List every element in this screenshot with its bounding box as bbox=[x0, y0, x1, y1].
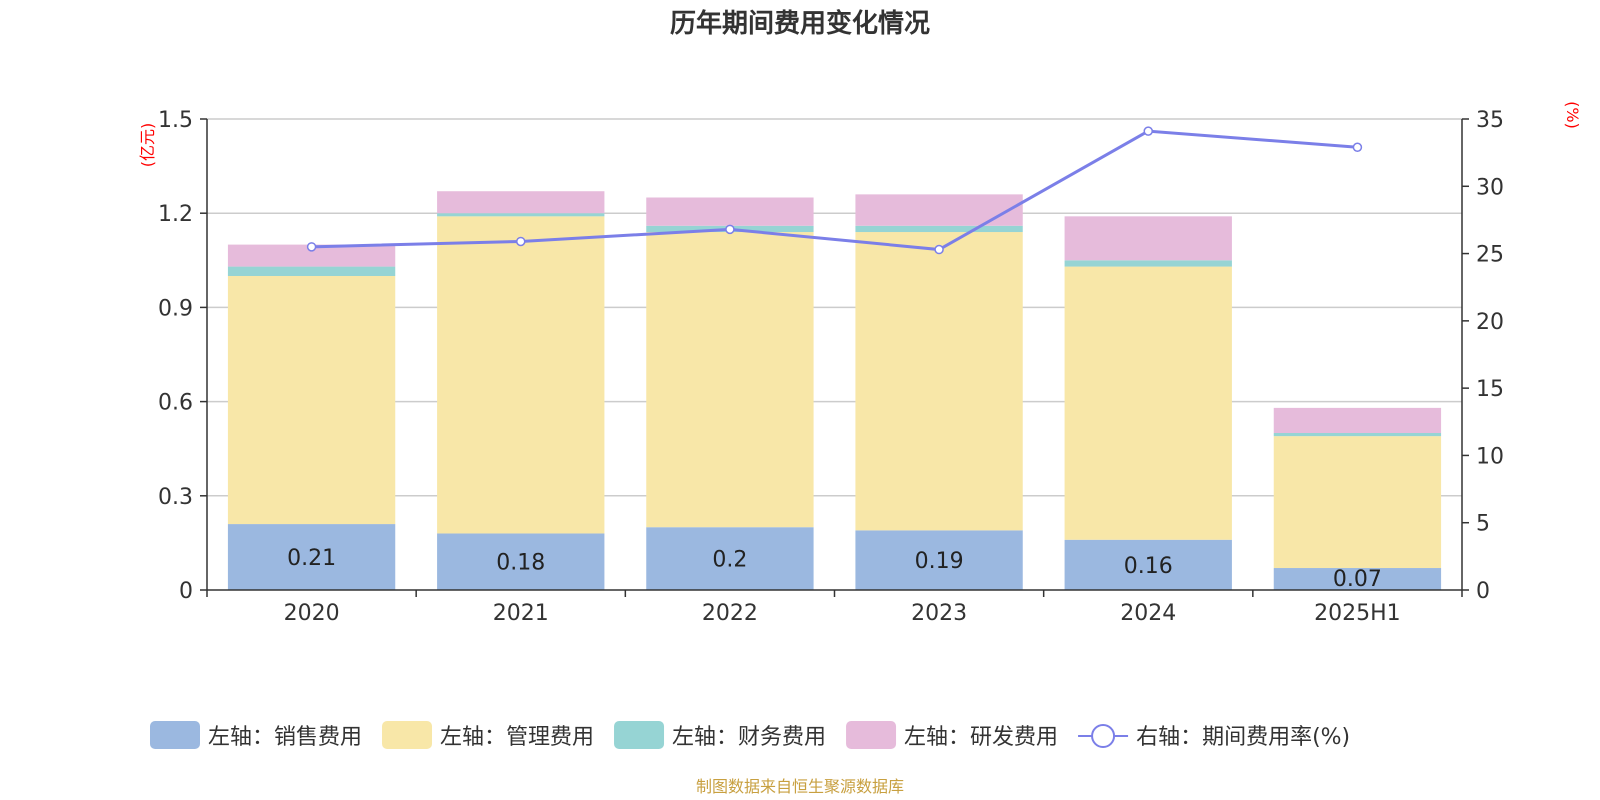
bar-segment bbox=[1273, 568, 1442, 590]
x-axis-tick-label: 2022 bbox=[702, 601, 758, 626]
right-axis-tick-label: 0 bbox=[1476, 579, 1490, 604]
legend-swatch bbox=[382, 721, 433, 749]
left-axis-tick-label: 1.2 bbox=[158, 202, 193, 227]
rate-line-point bbox=[1143, 126, 1153, 136]
rate-line-path bbox=[311, 129, 1358, 252]
bar-segment bbox=[855, 530, 1023, 590]
legend-swatch bbox=[614, 721, 665, 749]
right-axis-unit: (%) bbox=[1563, 101, 1582, 129]
bar-segment bbox=[437, 533, 605, 590]
bar-segment bbox=[227, 244, 396, 267]
chart-title: 历年期间费用变化情况 bbox=[670, 8, 930, 39]
rate-line-point bbox=[934, 244, 944, 255]
bar-segment bbox=[1273, 407, 1442, 433]
data-label: 0.16 bbox=[1124, 554, 1173, 579]
legend-label: 右轴：期间费用率(%) bbox=[1136, 725, 1350, 750]
rate-line-point bbox=[725, 224, 735, 235]
right-axis-tick-label: 10 bbox=[1476, 444, 1504, 469]
right-axis-tick-label: 20 bbox=[1476, 310, 1504, 335]
bar-segment bbox=[227, 524, 396, 590]
data-label: 0.18 bbox=[496, 551, 545, 576]
bar-segment bbox=[1064, 539, 1232, 590]
data-labels: 0.21 0.18 0.2 0.19 0.16 0.07 bbox=[287, 546, 1382, 592]
left-axis-tick-label: 0.3 bbox=[158, 485, 193, 510]
x-axis-tick-label: 2021 bbox=[493, 601, 549, 626]
x-axis-tick-label: 2024 bbox=[1120, 601, 1176, 626]
legend-label: 左轴：财务费用 bbox=[672, 725, 826, 750]
legend-label: 左轴：销售费用 bbox=[208, 725, 362, 750]
right-axis-tick-label: 35 bbox=[1476, 108, 1504, 133]
left-axis-unit: (亿元) bbox=[138, 123, 157, 168]
right-axis-tick-label: 25 bbox=[1476, 243, 1504, 268]
bar-segment bbox=[646, 527, 814, 590]
legend-swatch bbox=[150, 721, 200, 749]
data-label: 0.07 bbox=[1333, 567, 1382, 592]
bar-segment bbox=[855, 225, 1023, 233]
bar-segment bbox=[437, 191, 605, 214]
bar-segment bbox=[646, 197, 814, 226]
right-axis-tick-label: 15 bbox=[1476, 377, 1504, 402]
legend-label: 左轴：管理费用 bbox=[440, 725, 594, 750]
bar-segment bbox=[646, 232, 814, 528]
left-axis-tick-label: 0 bbox=[179, 579, 193, 604]
x-axis-tick-label: 2020 bbox=[284, 601, 340, 626]
bar-segment bbox=[437, 213, 605, 217]
rate-line-point bbox=[516, 236, 526, 247]
source-note: 制图数据来自恒生聚源数据库 bbox=[696, 777, 904, 796]
axes: 0 0.3 0.6 0.9 1.2 1.5 0 5 10 15 20 25 30 35 2020 2021 20… bbox=[158, 108, 1504, 626]
data-label: 0.19 bbox=[915, 549, 964, 574]
left-axis-tick-label: 0.6 bbox=[158, 391, 193, 416]
bar-segment bbox=[855, 194, 1023, 226]
bar-segment bbox=[1273, 436, 1442, 569]
bars bbox=[227, 191, 1442, 590]
rate-line-point bbox=[306, 242, 317, 252]
legend-swatch bbox=[846, 721, 897, 749]
bar-segment bbox=[855, 232, 1023, 531]
bar-segment bbox=[1064, 266, 1232, 540]
bar-segment bbox=[437, 216, 605, 534]
left-axis-tick-label: 1.5 bbox=[158, 108, 193, 133]
x-axis-tick-label: 2025H1 bbox=[1314, 601, 1401, 626]
right-axis-tick-label: 5 bbox=[1476, 512, 1490, 537]
legend-marker bbox=[1091, 724, 1116, 748]
bar-segment bbox=[1064, 216, 1232, 261]
bar-segment bbox=[1273, 433, 1442, 437]
rate-line-point bbox=[1352, 142, 1363, 153]
bar-segment bbox=[1064, 260, 1232, 267]
bar-segment bbox=[227, 266, 396, 276]
data-label: 0.21 bbox=[287, 546, 336, 571]
legend-label: 左轴：研发费用 bbox=[904, 725, 1058, 750]
left-axis-tick-label: 0.9 bbox=[158, 296, 193, 321]
legend: 左轴：销售费用 左轴：管理费用 左轴：财务费用 左轴：研发费用 右轴：期间费用率(%) bbox=[150, 721, 1350, 750]
data-label: 0.2 bbox=[712, 548, 747, 573]
rate-line bbox=[306, 126, 1363, 255]
x-axis-tick-label: 2023 bbox=[911, 601, 967, 626]
bar-segment bbox=[227, 276, 396, 525]
grid bbox=[207, 118, 1462, 497]
right-axis-tick-label: 30 bbox=[1476, 175, 1504, 200]
